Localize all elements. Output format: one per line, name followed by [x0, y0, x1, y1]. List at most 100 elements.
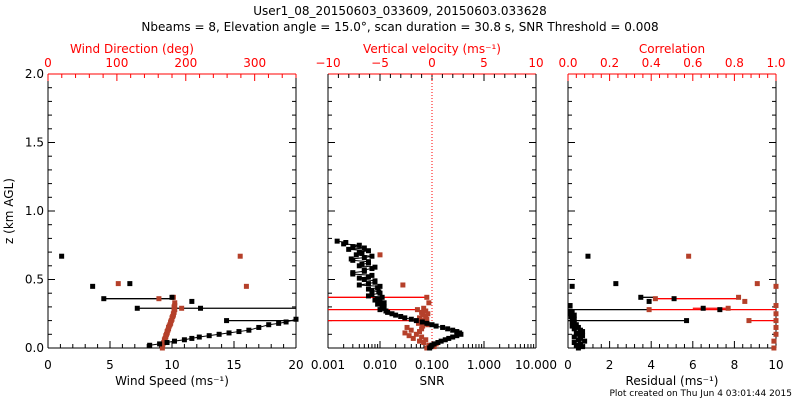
- primary-point: [171, 338, 177, 344]
- primary-point: [372, 264, 378, 270]
- secondary-point: [377, 252, 383, 258]
- secondary-point: [179, 305, 185, 311]
- primary-point: [438, 338, 444, 344]
- secondary-point: [410, 335, 416, 341]
- primary-point: [198, 305, 204, 311]
- secondary-point: [415, 320, 421, 326]
- primary-point: [356, 263, 362, 269]
- secondary-point: [754, 281, 760, 287]
- primary-point: [293, 316, 299, 322]
- primary-point: [567, 308, 573, 314]
- primary-point: [189, 335, 195, 341]
- secondary-point: [420, 323, 426, 329]
- primary-point: [567, 303, 573, 309]
- primary-point: [369, 266, 375, 272]
- primary-point: [377, 290, 383, 296]
- primary-point: [369, 292, 375, 298]
- primary-point: [402, 315, 408, 321]
- primary-point: [582, 338, 588, 344]
- primary-point: [450, 334, 456, 340]
- secondary-point: [421, 305, 427, 311]
- secondary-point: [237, 253, 243, 259]
- primary-point: [189, 298, 195, 304]
- primary-point: [256, 324, 262, 330]
- primary-point: [646, 298, 652, 304]
- primary-point: [569, 319, 575, 325]
- primary-point: [365, 274, 371, 280]
- primary-point: [424, 320, 430, 326]
- primary-point: [684, 318, 690, 324]
- primary-point: [365, 293, 371, 299]
- primary-point: [577, 341, 583, 347]
- secondary-point: [243, 283, 249, 289]
- primary-point: [372, 279, 378, 285]
- panel-3: 0 2 4 6 8 10 Residual (ms⁻¹) 0.0 0.2 0.4 0.6 0.8 1.0…: [558, 42, 785, 388]
- chart-subtitle: Nbeams = 8, Elevation angle = 15.0°, sca…: [141, 20, 658, 34]
- primary-point: [573, 342, 579, 348]
- primary-point: [246, 327, 252, 333]
- primary-point: [454, 329, 460, 335]
- primary-point: [377, 298, 383, 304]
- secondary-point: [417, 329, 423, 335]
- x-tick-label: 4: [647, 358, 655, 372]
- secondary-point: [172, 300, 178, 306]
- secondary-point: [746, 318, 752, 324]
- primary-point: [341, 241, 347, 247]
- primary-point: [157, 341, 163, 347]
- panel-2: 0.001 0.010 0.100 1.000 10.000 SNR −10 −5 0 5 10 Ve…: [311, 42, 557, 388]
- top-axis-label: Correlation: [639, 42, 705, 56]
- top-tick-label: 0.4: [642, 56, 661, 70]
- x-tick-label: 2: [606, 358, 614, 372]
- x-axis-label: Residual (ms⁻¹): [626, 374, 719, 388]
- primary-point: [442, 337, 448, 343]
- primary-point: [359, 250, 365, 256]
- primary-point: [389, 311, 395, 317]
- x-tick-label: 0.010: [363, 358, 397, 372]
- x-tick-label: 10.000: [515, 358, 557, 372]
- primary-point: [361, 245, 367, 251]
- top-tick-label: 200: [174, 56, 197, 70]
- primary-point: [717, 307, 723, 313]
- top-tick-label: 300: [243, 56, 266, 70]
- x-tick-label: 15: [226, 358, 241, 372]
- secondary-point: [420, 312, 426, 318]
- secondary-point: [408, 327, 414, 333]
- x-tick-label: 20: [288, 358, 303, 372]
- top-tick-label: 10: [528, 56, 543, 70]
- secondary-point: [423, 337, 429, 343]
- secondary-point: [736, 294, 742, 300]
- primary-point: [435, 340, 441, 346]
- primary-point: [236, 329, 242, 335]
- secondary-point: [773, 311, 779, 317]
- primary-point: [445, 326, 451, 332]
- secondary-point: [404, 324, 410, 330]
- primary-point: [334, 238, 340, 244]
- secondary-point: [773, 303, 779, 309]
- primary-point: [372, 297, 378, 303]
- primary-point: [365, 248, 371, 254]
- secondary-point: [400, 282, 406, 288]
- secondary-point: [652, 296, 658, 302]
- primary-point: [575, 345, 581, 351]
- primary-point: [458, 331, 464, 337]
- primary-point: [365, 286, 371, 292]
- primary-point: [350, 271, 356, 277]
- x-tick-label: 10: [768, 358, 783, 372]
- primary-point: [375, 296, 381, 302]
- secondary-point: [414, 307, 420, 313]
- top-axis-label: Vertical velocity (ms⁻¹): [363, 42, 501, 56]
- primary-point: [569, 283, 575, 289]
- top-tick-label: 0: [428, 56, 436, 70]
- secondary-point: [425, 311, 431, 317]
- primary-point: [181, 337, 187, 343]
- primary-point: [224, 318, 230, 324]
- primary-point: [356, 275, 362, 281]
- footer-text: Plot created on Thu Jun 4 03:01:44 2015: [609, 389, 792, 399]
- x-tick-label: 0: [44, 358, 52, 372]
- secondary-point: [423, 313, 429, 319]
- primary-point: [226, 330, 232, 336]
- primary-point: [101, 296, 107, 302]
- primary-point: [375, 301, 381, 307]
- primary-point: [365, 281, 371, 287]
- secondary-point: [771, 338, 777, 344]
